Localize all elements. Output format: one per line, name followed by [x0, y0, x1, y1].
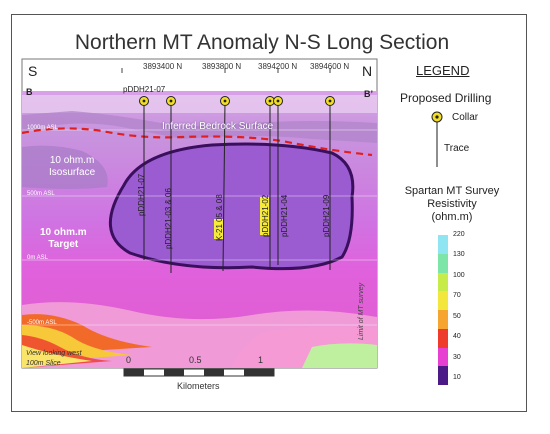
hole-label: pDDH21-09	[322, 194, 331, 237]
hole-label: pDDH21-04	[280, 194, 289, 237]
collars	[139, 96, 335, 106]
trace-k21	[222, 100, 226, 272]
colorbar-bin-40	[438, 328, 448, 348]
elevation-label: 0m ASL	[27, 255, 49, 261]
collar-center-icon	[276, 99, 280, 103]
b-prime-label: B’	[364, 89, 373, 99]
bedrock-line	[22, 127, 373, 157]
colorbar-label: 10	[453, 373, 461, 381]
slice-label: 100m Slice	[26, 360, 61, 367]
colorbar-label: 130	[453, 251, 465, 259]
colorbar-label: 100	[453, 271, 465, 279]
legend-resistivity-line-2: Resistivity	[427, 198, 477, 210]
northing-label: 3893800 N	[202, 62, 242, 71]
collar-center-icon	[169, 99, 173, 103]
northing-label: 3893400 N	[143, 62, 183, 71]
target-label-line-2: Target	[48, 239, 79, 250]
hole-label: K-21 05 & 08	[215, 194, 224, 241]
legend-title: LEGEND	[416, 63, 470, 78]
colorbar-label: 70	[453, 292, 461, 300]
legend-resistivity-line-1: Spartan MT Survey	[404, 185, 500, 197]
north-label: N	[362, 63, 373, 79]
elevation-label: 1000m ASL	[27, 125, 59, 131]
collar-center-icon	[142, 99, 146, 103]
resistivity-colorbar	[438, 235, 448, 385]
legend-collar-label: Collar	[452, 112, 479, 123]
elevation-label: -500m ASL	[27, 320, 57, 326]
top-hole-label: pDDH21-07	[123, 85, 166, 94]
hole-label: pDDH21-07	[137, 173, 146, 216]
colorbar-bin-10	[438, 366, 448, 385]
elevation-label: 500m ASL	[27, 191, 55, 197]
upper-conductor	[22, 111, 377, 143]
k21-highlight	[214, 219, 223, 239]
northing-label: 3894200 N	[258, 62, 298, 71]
limit-label: Limit of MT survey	[358, 282, 365, 340]
surface-band	[22, 95, 377, 113]
legend-resistivity-line-3: (ohm.m)	[431, 211, 473, 223]
colorbar-bin-50	[438, 310, 448, 329]
hole-label: pDDH21-03 & 06	[164, 188, 173, 249]
target-label-line-1: 10 ohm.m	[40, 227, 87, 238]
deep-zone-lightyellow	[22, 345, 92, 368]
view-label: View looking west	[26, 350, 82, 357]
pddh21-02-highlight	[260, 197, 269, 235]
colorbar-labels: 220 130 100 70 50 40 30 10	[453, 231, 465, 381]
colorbar-label: 220	[453, 231, 465, 238]
deep-zone-green	[302, 343, 377, 368]
colorbar-bin-100	[438, 272, 448, 292]
collar-center-icon	[328, 99, 332, 103]
collar-center-icon	[268, 99, 272, 103]
northing-label: 3894600 N	[310, 62, 350, 71]
colorbar-label: 40	[453, 333, 461, 341]
south-label: S	[28, 63, 38, 79]
scale-tick-label: 1	[258, 355, 264, 365]
scale-unit-label: Kilometers	[177, 381, 220, 391]
collar-center-icon	[223, 99, 227, 103]
colorbar-bin-70	[438, 291, 448, 310]
legend-proposed-drilling: Proposed Drilling	[400, 91, 492, 105]
colorbar-bin-30	[438, 347, 448, 367]
target-body	[109, 142, 355, 271]
isosurface-label-line-1: 10 ohm.m	[49, 155, 95, 166]
figure-title: Northern MT Anomaly N-S Long Section	[74, 31, 450, 54]
scale-tick-label: 0.5	[189, 355, 202, 365]
colorbar-bin-220	[438, 235, 448, 254]
isosurface-label: 10 ohm.m Isosurface	[49, 155, 95, 179]
legend-trace-label: Trace	[444, 143, 470, 154]
hole-label: pDDH21-02	[261, 194, 270, 237]
scale-tick-label: 0	[126, 355, 132, 365]
colorbar-label: 50	[453, 312, 461, 320]
isosurface-body	[22, 145, 108, 189]
colorbar-label: 30	[453, 353, 461, 361]
b-label: B	[26, 87, 33, 97]
legend-resistivity-title: Spartan MT Survey Resistivity (ohm.m)	[396, 185, 508, 224]
bedrock-label: Inferred Bedrock Surface	[162, 121, 274, 132]
figure-frame: Northern MT Anomaly N-S Long Section	[11, 14, 527, 412]
isosurface-label-line-2: Isosurface	[49, 167, 96, 178]
scale-bar	[123, 368, 275, 377]
target-label: 10 ohm.m Target	[40, 227, 87, 251]
colorbar-bin-130	[438, 253, 448, 273]
long-section-diagram	[21, 58, 443, 377]
legend-collar-center-icon	[435, 115, 439, 119]
